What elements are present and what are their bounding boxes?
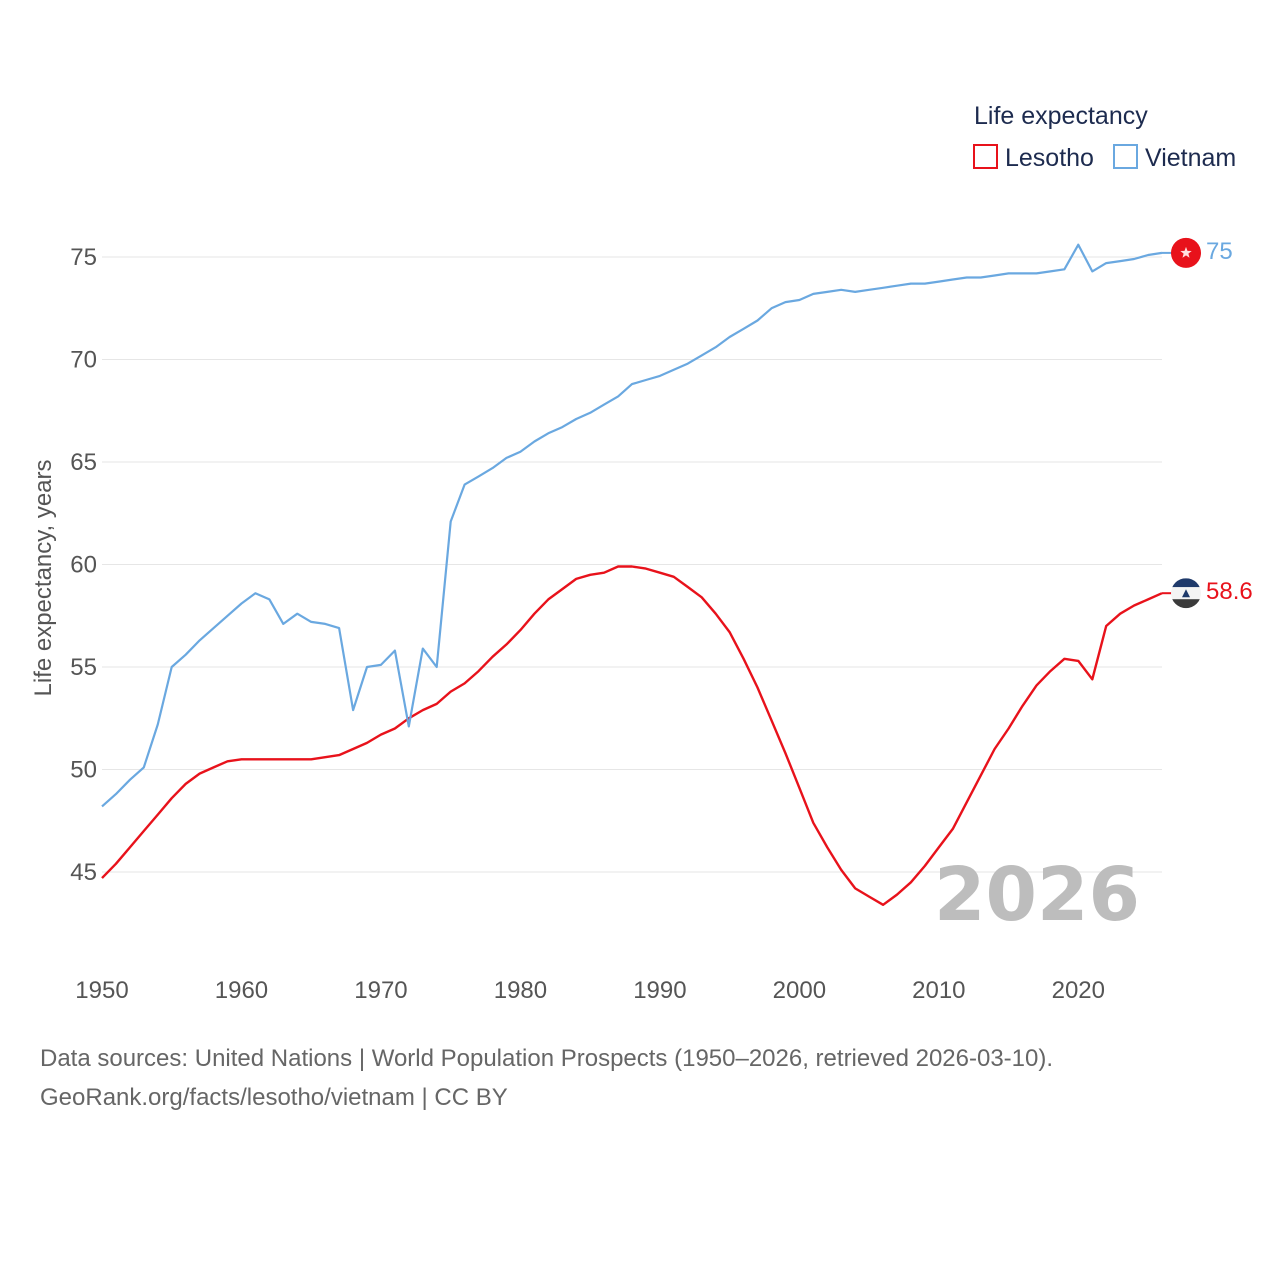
series-line-vietnam (101, 243, 1163, 808)
legend: Life expectancy Lesotho Vietnam (973, 102, 1236, 172)
end-label-vietnam: 75 (1206, 238, 1233, 265)
y-tick-label-55: 55 (70, 654, 97, 681)
legend-swatch-vietnam (1113, 144, 1138, 169)
lesotho-flag-icon (1171, 578, 1201, 609)
x-axis-ticks: 1950 1960 1970 1980 1990 2000 2010 2020 (75, 977, 1105, 1004)
x-tick-label-1970: 1970 (354, 977, 407, 1004)
legend-label-lesotho: Lesotho (1005, 144, 1094, 172)
y-tick-label-50: 50 (70, 757, 97, 784)
x-tick-label-2000: 2000 (773, 977, 826, 1004)
y-tick-label-60: 60 (70, 552, 97, 579)
x-tick-label-2010: 2010 (912, 977, 965, 1004)
x-tick-label-1980: 1980 (494, 977, 547, 1004)
y-tick-label-75: 75 (70, 244, 97, 271)
legend-item-vietnam[interactable]: Vietnam (1113, 144, 1236, 172)
vietnam-flag-icon (1171, 237, 1201, 268)
x-tick-label-1990: 1990 (633, 977, 686, 1004)
x-tick-label-1950: 1950 (75, 977, 128, 1004)
x-tick-label-1960: 1960 (215, 977, 268, 1004)
data-sources-text: Data sources: United Nations | World Pop… (40, 1045, 1054, 1072)
gridlines (102, 256, 1162, 873)
y-axis-title: Life expectancy, years (30, 459, 57, 696)
series-end-markers: 58.6 75 (1162, 237, 1253, 609)
y-axis-ticks: 45 50 55 60 65 70 75 (70, 244, 97, 886)
y-tick-label-45: 45 (70, 859, 97, 886)
legend-title: Life expectancy (974, 102, 1148, 130)
series-lines (101, 243, 1163, 906)
legend-swatch-lesotho (973, 144, 998, 169)
attribution-link[interactable]: GeoRank.org/facts/lesotho/vietnam | CC B… (40, 1084, 508, 1111)
y-tick-label-70: 70 (70, 347, 97, 374)
legend-label-vietnam: Vietnam (1145, 144, 1236, 172)
y-tick-label-65: 65 (70, 449, 97, 476)
series-line-lesotho (101, 565, 1163, 906)
year-watermark: 2026 (934, 852, 1140, 938)
end-label-lesotho: 58.6 (1206, 578, 1253, 605)
legend-item-lesotho[interactable]: Lesotho (973, 144, 1094, 172)
x-tick-label-2020: 2020 (1052, 977, 1105, 1004)
